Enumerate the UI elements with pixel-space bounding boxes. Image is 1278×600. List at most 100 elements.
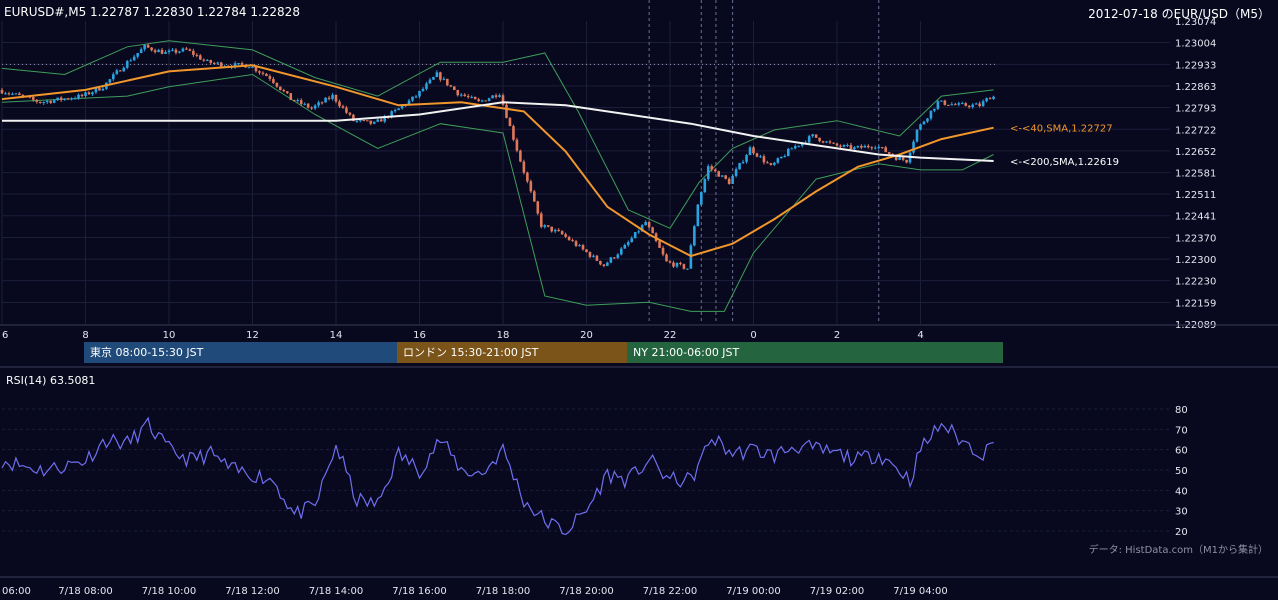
sma40-label: <-<40,SMA,1.22727 [1010, 124, 1113, 135]
candle-up [700, 192, 703, 205]
hour-tick-label: 0 [750, 330, 756, 341]
candle-up [178, 51, 181, 53]
candle-up [73, 98, 77, 100]
date-time-axis: 06:00 7/18 08:00 7/18 10:00 7/18 12:00 7/18 … [2, 586, 948, 597]
datetime-tick-label: 7/19 00:00 [726, 586, 780, 597]
candle-down [835, 143, 839, 146]
candle-up [773, 162, 776, 165]
candle-down [884, 147, 888, 153]
candle-up [125, 61, 129, 68]
candle-down [571, 240, 574, 242]
datetime-tick-label: 7/18 16:00 [392, 586, 446, 597]
candle-up [372, 121, 376, 124]
price-tick-label: 1.22722 [1175, 125, 1216, 136]
candle-up [741, 161, 745, 164]
candle-up [912, 141, 915, 153]
candle-down [160, 49, 164, 54]
candle-down [762, 156, 766, 163]
candle-down [755, 153, 759, 157]
candle-up [675, 262, 679, 267]
candle-down [602, 264, 606, 266]
candle-down [219, 62, 223, 67]
candle-up [414, 96, 418, 98]
candle-up [480, 100, 484, 102]
hour-axis: 6 8 10 12 14 16 18 20 22 0 2 4 [2, 330, 924, 341]
candle-down [174, 49, 178, 53]
candle-down [362, 120, 366, 122]
candle-up [393, 110, 397, 112]
candle-down [463, 94, 467, 97]
candle-down [150, 47, 153, 51]
price-tick-label: 1.22159 [1175, 298, 1216, 309]
candle-up [926, 118, 929, 122]
candle-up [421, 88, 425, 91]
candle-down [870, 147, 874, 149]
candle-up [63, 98, 66, 100]
candle-down [265, 73, 268, 77]
candle-up [45, 100, 49, 103]
candle-up [400, 105, 404, 109]
candle-down [118, 70, 122, 72]
candle-up [786, 148, 790, 157]
candle-down [967, 105, 971, 108]
candle-down [366, 120, 369, 122]
candle-up [825, 141, 828, 143]
candle-up [606, 262, 609, 266]
candle-down [943, 100, 947, 105]
candle-down [38, 101, 42, 104]
candle-up [407, 100, 411, 105]
candle-up [435, 72, 439, 78]
candle-up [442, 78, 446, 80]
price-tick-label: 1.22511 [1175, 190, 1216, 201]
candle-up [759, 156, 762, 158]
candle-down [595, 255, 599, 261]
candle-up [237, 63, 240, 65]
candle-down [536, 201, 540, 214]
candle-down [199, 55, 202, 60]
candle-up [748, 147, 752, 156]
candle-up [390, 111, 393, 118]
candle-up [52, 100, 56, 103]
candle-down [818, 137, 821, 142]
session-london: ロンドン 15:30-21:00 JST [397, 342, 627, 363]
candle-up [929, 110, 933, 119]
candle-up [418, 90, 421, 97]
candle-down [727, 178, 731, 184]
candlesticks [0, 43, 995, 271]
rsi-tick-label: 50 [1175, 466, 1188, 477]
hour-tick-label: 12 [246, 330, 259, 341]
candle-up [11, 93, 14, 95]
candle-up [807, 136, 811, 143]
candle-down [588, 252, 592, 257]
rsi-tick-label: 40 [1175, 486, 1188, 497]
candle-down [964, 103, 968, 106]
candle-down [894, 156, 898, 160]
candle-up [94, 88, 98, 93]
candle-down [947, 104, 950, 106]
rsi-header: RSI(14) 63.5081 [6, 374, 96, 387]
candle-up [873, 147, 877, 149]
candle-down [452, 86, 456, 90]
candle-up [324, 97, 327, 103]
candle-up [101, 88, 105, 91]
candle-down [0, 89, 4, 94]
candle-down [564, 234, 567, 237]
candle-down [285, 91, 289, 94]
candle-down [466, 96, 470, 98]
candle-down [988, 98, 992, 100]
candle-down [849, 144, 853, 150]
candle-down [539, 213, 543, 227]
rsi-line [1, 416, 994, 536]
candle-down [449, 85, 453, 87]
candle-down [661, 247, 665, 255]
candle-up [745, 155, 748, 162]
rsi-pane: 80 70 60 50 40 30 20 [1, 405, 1188, 538]
candle-down [599, 260, 602, 265]
candle-down [651, 227, 654, 234]
candle-down [529, 181, 533, 192]
hour-tick-label: 18 [497, 330, 510, 341]
candle-down [546, 225, 550, 227]
sma200-line [2, 101, 994, 162]
candle-down [202, 59, 206, 61]
candle-down [613, 257, 616, 259]
